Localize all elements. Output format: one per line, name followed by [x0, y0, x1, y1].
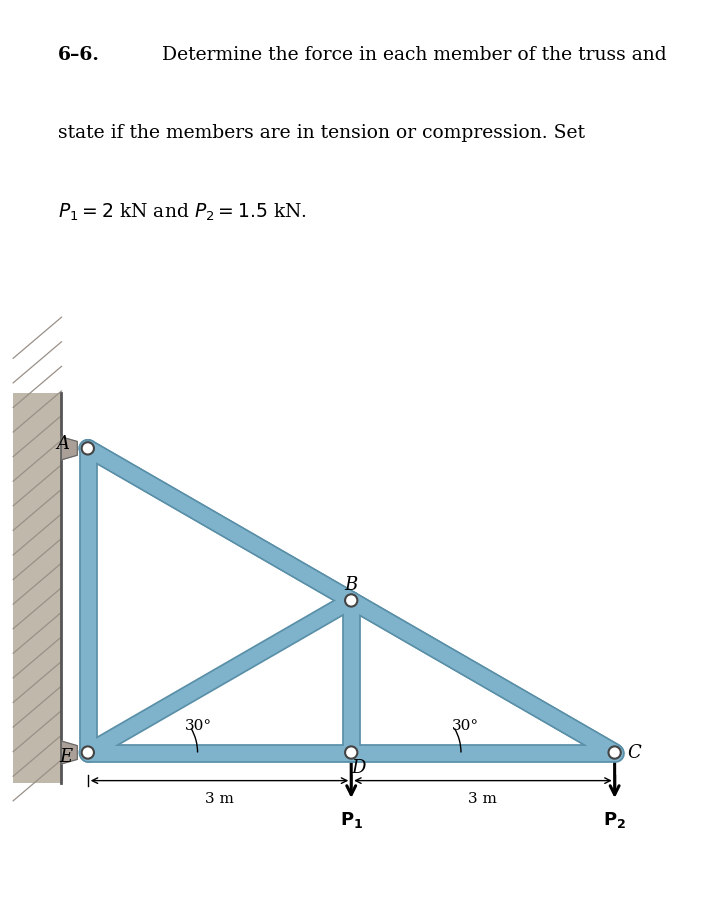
Text: C: C: [627, 743, 641, 762]
Circle shape: [81, 747, 94, 759]
Text: A: A: [57, 435, 70, 453]
Text: E: E: [59, 748, 73, 766]
Text: D: D: [351, 760, 366, 777]
Bar: [13, 393, 61, 784]
Text: 6–6.: 6–6.: [58, 46, 99, 65]
Circle shape: [345, 747, 357, 759]
Text: B: B: [345, 575, 358, 594]
Text: 3 m: 3 m: [469, 792, 498, 806]
Text: $P_1 = 2$ kN and $P_2 = 1.5$ kN.: $P_1 = 2$ kN and $P_2 = 1.5$ kN.: [58, 201, 307, 223]
Polygon shape: [61, 741, 77, 764]
Text: 30°: 30°: [452, 719, 480, 733]
Text: 30°: 30°: [184, 719, 212, 733]
Text: Determine the force in each member of the truss and: Determine the force in each member of th…: [162, 46, 667, 65]
Polygon shape: [61, 437, 77, 460]
Circle shape: [608, 747, 621, 759]
Circle shape: [81, 443, 94, 455]
Text: $\mathbf{P_2}$: $\mathbf{P_2}$: [603, 810, 626, 830]
Text: state if the members are in tension or compression. Set: state if the members are in tension or c…: [58, 124, 585, 142]
Circle shape: [345, 595, 357, 607]
Text: $\mathbf{P_1}$: $\mathbf{P_1}$: [340, 810, 363, 830]
Text: 3 m: 3 m: [205, 792, 234, 806]
